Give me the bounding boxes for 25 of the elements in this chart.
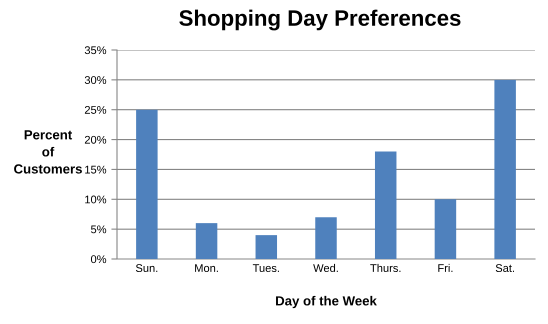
y-tick-label: 25% — [84, 106, 106, 114]
bar — [256, 235, 278, 259]
x-tick-label: Sun. — [136, 264, 158, 272]
x-axis-title: Day of the Week — [276, 296, 377, 308]
bar — [136, 110, 158, 259]
y-tick-label: 35% — [84, 46, 106, 54]
bar — [374, 152, 396, 259]
x-tick-label: Thurs. — [370, 264, 400, 272]
x-tick-label: Tues. — [252, 264, 279, 272]
bar — [315, 217, 337, 259]
x-tick-label: Wed. — [313, 264, 338, 272]
y-tick-label: 0% — [90, 255, 106, 264]
y-tick-label: 30% — [84, 76, 106, 84]
chart-title: Shopping Day Preferences — [179, 10, 460, 30]
x-tick-label: Fri. — [438, 264, 452, 272]
bar — [196, 223, 218, 259]
bar — [434, 199, 456, 259]
x-tick-label: Mon. — [195, 264, 218, 272]
y-axis-title: Percent of Customers — [14, 130, 82, 174]
x-tick-label: Sat. — [496, 264, 514, 272]
y-tick-label: 15% — [85, 166, 106, 174]
y-tick-label: 10% — [85, 196, 106, 204]
bar — [494, 80, 516, 259]
y-tick-label: 5% — [90, 225, 106, 234]
y-tick-label: 20% — [84, 136, 106, 144]
